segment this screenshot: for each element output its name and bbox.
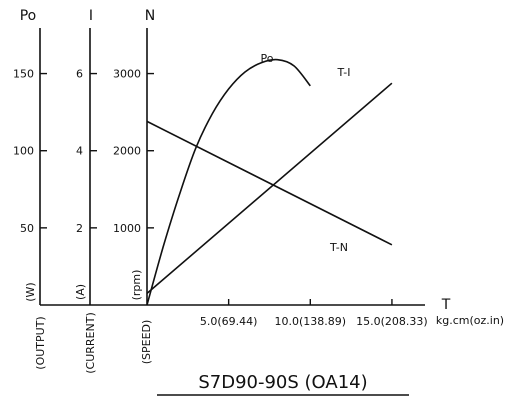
i-tick-label: 6 [76,68,83,81]
x-tick-label: 15.0(208.33) [356,315,428,328]
x-tick-label: 10.0(138.89) [275,315,347,328]
i-tick-label: 4 [76,145,83,158]
series-t-i-line [146,82,393,295]
n-unit-label: (rpm) [130,270,143,301]
po-tick-label: 150 [13,68,34,81]
chart-title: S7D90-90S (OA14) [198,372,367,393]
x-axis-ticks: 5.0(69.44) 10.0(138.89) 15.0(208.33) [200,299,428,328]
series-t-n-label: T-N [329,241,348,254]
series-po-label: Po [261,52,274,65]
n-axis-ticks: 1000 2000 3000 [113,68,154,235]
series-t-i-label: T-I [337,66,351,79]
i-axis-header: I [89,8,93,24]
i-unit-label: (A) [74,284,87,300]
po-axis-ticks: 50 100 150 [13,68,47,235]
x-axis-unit: kg.cm(oz.in) [436,314,504,327]
n-tick-label: 1000 [113,222,141,235]
po-tick-label: 50 [20,222,34,235]
n-tick-label: 2000 [113,145,141,158]
i-axis-name: (CURRENT) [84,312,97,374]
i-tick-label: 2 [76,222,83,235]
series-t-n-line [146,120,393,246]
po-axis-name: (OUTPUT) [34,316,47,369]
po-unit-label: (W) [24,282,37,301]
n-tick-label: 3000 [113,68,141,81]
n-axis-header: N [145,8,155,24]
x-tick-label: 5.0(69.44) [200,315,258,328]
n-axis-name: (SPEED) [140,320,153,365]
po-axis-header: Po [20,8,37,24]
i-axis-ticks: 2 4 6 [76,68,97,235]
series-po-line [146,58,311,306]
po-tick-label: 100 [13,145,34,158]
x-axis-label: T [441,297,451,313]
